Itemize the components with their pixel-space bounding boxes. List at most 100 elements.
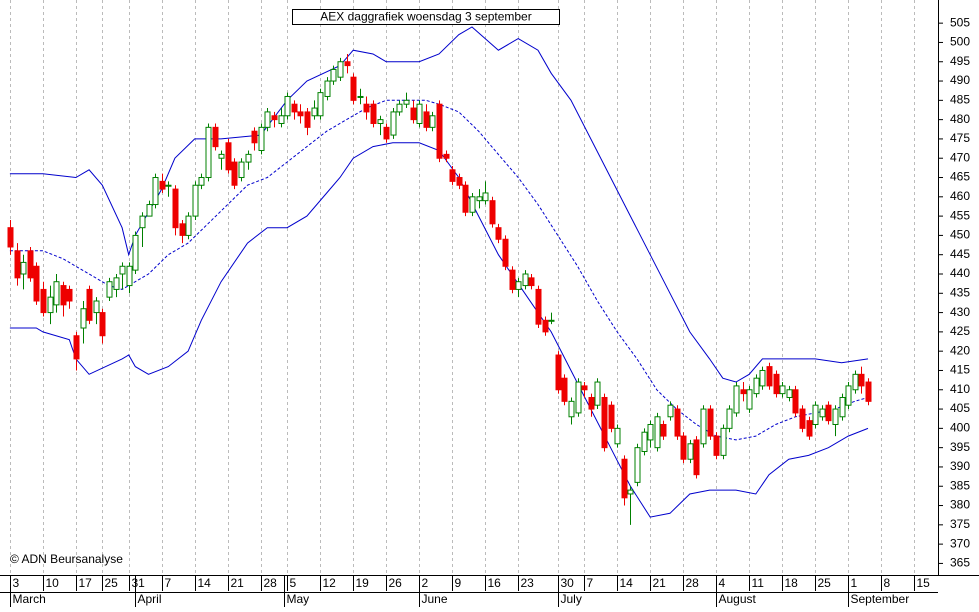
candle-body xyxy=(33,265,40,302)
candle-body xyxy=(238,161,245,179)
y-tick-label: 495 xyxy=(950,54,970,68)
y-tick-label: 445 xyxy=(950,247,970,261)
candle-body xyxy=(271,115,278,121)
month-label: September xyxy=(851,592,910,606)
y-tick-label: 460 xyxy=(950,189,970,203)
candle-body xyxy=(139,215,146,229)
y-tick-label: 385 xyxy=(950,478,970,492)
candle-body xyxy=(542,319,549,333)
candle-body xyxy=(667,404,674,418)
candle-body xyxy=(53,281,60,306)
candle-body xyxy=(746,389,753,410)
candle-body xyxy=(482,192,489,202)
candle-body xyxy=(231,161,238,186)
candle-body xyxy=(146,204,153,217)
x-tick-label: 31 xyxy=(132,576,146,590)
candle-body xyxy=(759,369,766,387)
plot xyxy=(7,26,872,525)
y-tick-label: 420 xyxy=(950,343,970,357)
candle-body xyxy=(647,423,654,441)
candle-body xyxy=(179,223,186,236)
x-tick-label: 12 xyxy=(323,576,337,590)
y-tick-label: 480 xyxy=(950,112,970,126)
candle-body xyxy=(858,373,865,387)
x-tick-label: 10 xyxy=(46,576,60,590)
candle-body xyxy=(502,238,509,267)
candle-body xyxy=(621,458,628,499)
y-tick-label: 370 xyxy=(950,536,970,550)
candle-body xyxy=(132,234,139,271)
candle-body xyxy=(350,76,357,101)
candle-body xyxy=(561,377,568,402)
candle-body xyxy=(443,153,450,159)
candle-body xyxy=(363,103,370,113)
candle-body xyxy=(324,80,331,97)
candle-body xyxy=(495,227,502,240)
candle-body xyxy=(588,396,595,410)
month-label: May xyxy=(287,592,310,606)
candle-body xyxy=(330,68,337,82)
candle-body xyxy=(27,250,34,279)
x-tick-label: 14 xyxy=(620,576,634,590)
candle-body xyxy=(852,373,859,391)
candle-body xyxy=(839,396,846,418)
candle-body xyxy=(740,389,747,395)
x-tick-label: 28 xyxy=(264,576,278,590)
y-tick-label: 380 xyxy=(950,498,970,512)
candle-body xyxy=(693,439,700,476)
x-tick-label: 25 xyxy=(818,576,832,590)
candle-body xyxy=(344,61,351,67)
axes: 3653703753803853903954004054104154204254… xyxy=(10,15,970,607)
candle-body xyxy=(370,103,377,124)
candle-body xyxy=(291,103,298,113)
month-label: March xyxy=(13,592,46,606)
candle-body xyxy=(687,443,694,460)
candle-body xyxy=(7,227,14,248)
copyright: © ADN Beursanalyse xyxy=(10,552,123,566)
candle-body xyxy=(865,381,872,402)
y-tick-label: 435 xyxy=(950,285,970,299)
x-tick-label: 21 xyxy=(653,576,667,590)
candle-body xyxy=(14,250,21,279)
y-tick-label: 410 xyxy=(950,382,970,396)
candle-body xyxy=(258,126,265,152)
y-tick-label: 465 xyxy=(950,170,970,184)
x-tick-label: 19 xyxy=(356,576,370,590)
candle-body xyxy=(535,288,542,325)
x-tick-label: 7 xyxy=(587,576,594,590)
candle-body xyxy=(423,111,430,128)
candle-body xyxy=(410,107,417,121)
candle-body xyxy=(317,92,324,117)
candle-body xyxy=(581,385,588,391)
band-line xyxy=(9,142,869,518)
candle-body xyxy=(634,447,641,483)
y-tick-label: 395 xyxy=(950,440,970,454)
candle-body xyxy=(284,95,291,117)
candle-body xyxy=(304,111,311,128)
title-box xyxy=(292,9,560,25)
y-tick-label: 475 xyxy=(950,131,970,145)
x-tick-label: 18 xyxy=(785,576,799,590)
candle-body xyxy=(806,420,813,437)
candle-body xyxy=(225,142,232,171)
candle-body xyxy=(707,408,714,437)
candle-body xyxy=(555,354,562,391)
candle-body xyxy=(436,103,443,159)
candle-body xyxy=(792,389,799,414)
candle-body xyxy=(720,427,727,456)
candle-body xyxy=(469,196,476,213)
candle-body xyxy=(126,265,133,287)
candle-body xyxy=(509,269,516,290)
candle-body xyxy=(396,103,403,113)
y-tick-label: 405 xyxy=(950,401,970,415)
x-tick-label: 25 xyxy=(105,576,119,590)
candle-body xyxy=(390,111,397,136)
candle-body xyxy=(152,177,159,206)
y-tick-label: 450 xyxy=(950,228,970,242)
y-tick-label: 390 xyxy=(950,459,970,473)
candle-body xyxy=(198,177,205,186)
candle-body xyxy=(40,288,47,314)
chart-title: AEX daggrafiek woensdag 3 september xyxy=(320,10,531,24)
month-label: July xyxy=(561,592,582,606)
